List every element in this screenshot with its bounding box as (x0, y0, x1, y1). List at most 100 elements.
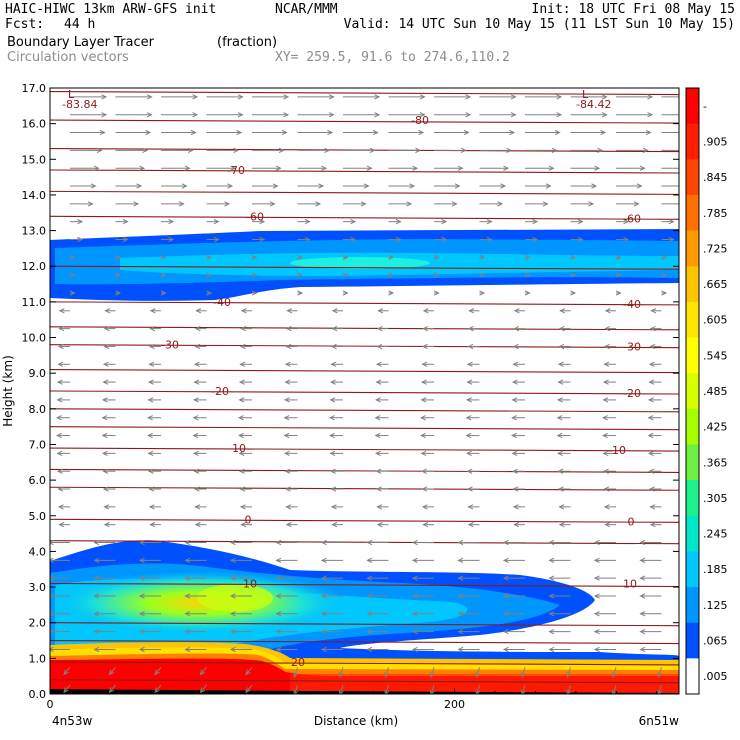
circulation-vector-head (229, 628, 236, 635)
circulation-vector-head (285, 504, 292, 510)
circulation-vector-head (229, 611, 236, 617)
colorbar-label: .365 (703, 456, 728, 469)
circulation-vector-head (511, 379, 518, 385)
circulation-vector-head (366, 646, 373, 653)
circulation-vector-head (329, 379, 336, 385)
circulation-vector-head (648, 468, 655, 474)
circulation-vector-head (510, 112, 517, 118)
colorbar-label: .485 (703, 385, 728, 398)
circulation-vector-head (194, 522, 201, 528)
circulation-vector-head (327, 129, 334, 136)
circulation-vector-head (411, 575, 418, 581)
colorbar-swatch (686, 515, 699, 552)
circulation-vector-head (331, 308, 338, 314)
circulation-vector-head (639, 646, 646, 653)
circulation-vector-head (556, 450, 563, 457)
circulation-vector-head (194, 325, 201, 332)
circulation-vector-head (229, 539, 236, 546)
circulation-vector-head (466, 379, 473, 385)
circulation-vector-head (321, 165, 328, 171)
circulation-vector-head (593, 575, 600, 581)
circulation-vector-head (275, 165, 282, 171)
circulation-vector-head (512, 361, 519, 367)
temperature-contour (50, 540, 679, 545)
circulation-vector (339, 667, 344, 678)
y-tick-label: 17.0 (22, 82, 47, 95)
circulation-vector-head (512, 504, 519, 510)
circulation-vector-head (102, 468, 109, 474)
circulation-vector-head (168, 219, 175, 225)
circulation-vector-head (524, 290, 531, 296)
circulation-vector-head (192, 94, 199, 100)
circulation-vector-head (468, 308, 475, 314)
circulation-vector-head (58, 522, 65, 528)
circulation-vector-head (146, 112, 153, 118)
circulation-vector-head (566, 671, 572, 678)
circulation-vector-head (184, 575, 191, 581)
circulation-vector-head (331, 325, 338, 332)
circulation-vector (245, 684, 253, 693)
circulation-vector-head (600, 129, 607, 136)
circulation-vector-head (240, 522, 247, 528)
circulation-vector-head (520, 689, 526, 694)
circulation-vector-head (238, 450, 245, 457)
colorbar-label: .725 (703, 242, 728, 255)
circulation-vector-head (184, 557, 191, 563)
circulation-vector-head (558, 504, 565, 510)
circulation-vector-head (366, 539, 373, 546)
circulation-vector-head (229, 646, 236, 653)
temperature-contour (50, 426, 679, 431)
circulation-vector-head (181, 183, 188, 189)
circulation-vector-head (195, 308, 202, 314)
circulation-vector-head (69, 290, 76, 296)
circulation-vector-head (457, 165, 464, 171)
circulation-vector-head (50, 646, 54, 653)
circulation-vector-head (149, 522, 156, 528)
circulation-vector-head (229, 593, 236, 599)
circulation-vector-head (259, 219, 266, 225)
circulation-vector-head (148, 486, 155, 492)
circulation-vector-head (633, 201, 640, 207)
circulation-vector (476, 684, 480, 694)
circulation-vector-head (360, 201, 367, 207)
circulation-vector-head (411, 539, 418, 546)
circulation-vector-head (320, 611, 327, 617)
circulation-vector-head (192, 415, 199, 421)
circulation-vector-head (320, 646, 327, 653)
circulation-vector-head (369, 147, 376, 154)
circulation-vector-head (147, 432, 153, 439)
colorbar-swatch (686, 337, 699, 374)
circulation-vector-head (467, 325, 474, 332)
circulation-vector-head (588, 201, 595, 207)
y-tick-label: 9.0 (29, 367, 47, 380)
circulation-vector-head (647, 432, 654, 439)
colorbar-label: .425 (703, 421, 728, 434)
circulation-vector-head (259, 236, 266, 243)
colorbar-label: .125 (703, 599, 728, 612)
circulation-vector-head (350, 219, 357, 225)
circulation-vector-head (50, 557, 54, 563)
circulation-vector-head (548, 646, 555, 653)
circulation-vector-head (647, 112, 654, 118)
circulation-vector-head (187, 147, 194, 154)
y-tick-label: 15.0 (22, 153, 47, 166)
circulation-vector-head (611, 671, 617, 678)
circulation-vector-head (602, 450, 609, 457)
circulation-vector-head (548, 557, 555, 563)
circulation-vector-head (510, 94, 517, 100)
circulation-vector-head (101, 415, 108, 421)
colorbar-swatch (686, 480, 699, 517)
circulation-vector-head (283, 415, 290, 421)
circulation-vector (476, 667, 480, 678)
circulation-vector-head (657, 671, 663, 678)
circulation-vector-head (146, 94, 153, 100)
circulation-vector-head (69, 272, 76, 278)
circulation-vector-head (376, 325, 383, 332)
circulation-vector-head (548, 575, 555, 581)
extremum-symbol: L (68, 88, 75, 101)
circulation-vector-head (388, 254, 395, 260)
circulation-vector-head (57, 504, 64, 510)
contour-label: -80 (411, 114, 429, 127)
temperature-contour (50, 344, 679, 349)
y-tick-label: 5.0 (29, 510, 47, 523)
